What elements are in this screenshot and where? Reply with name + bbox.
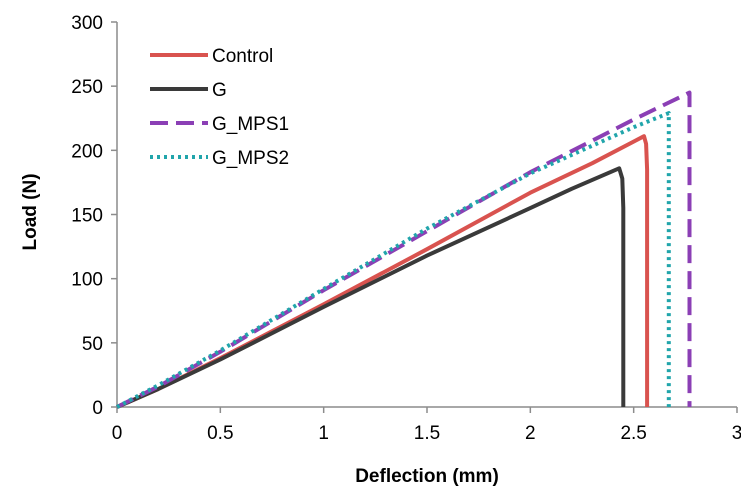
x-axis-title: Deflection (mm) [355, 466, 499, 487]
legend: Control G G_MPS1 G_MPS2 [150, 46, 289, 169]
legend-label: G [212, 80, 227, 101]
series-line-g [116, 166, 626, 409]
axis-ticks: 0 0.5 1 1.5 2 2.5 3 0 50 100 150 200 250 300 [71, 13, 741, 444]
x-tick-label: 1 [318, 423, 329, 444]
x-tick-label: 2.5 [620, 423, 646, 444]
legend-label: G_MPS2 [212, 148, 289, 169]
x-tick-label: 0 [112, 423, 123, 444]
x-tick-label: 1.5 [414, 423, 440, 444]
y-tick-label: 300 [71, 13, 103, 34]
x-tick-label: 3 [732, 423, 741, 444]
legend-label: G_MPS1 [212, 114, 289, 135]
y-tick-label: 250 [71, 77, 103, 98]
series-layer [116, 90, 692, 409]
series-line-g-mps1 [116, 90, 692, 409]
legend-label: Control [212, 46, 273, 67]
y-tick-label: 150 [71, 206, 103, 227]
y-tick-label: 200 [71, 141, 103, 162]
y-tick-label: 100 [71, 270, 103, 291]
axes [116, 22, 737, 408]
series-line-g-mps2 [116, 111, 671, 409]
y-tick-label: 0 [92, 398, 103, 419]
y-axis-title: Load (N) [20, 173, 41, 250]
y-tick-label: 50 [82, 334, 103, 355]
x-tick-label: 2 [525, 423, 536, 444]
x-tick-label: 0.5 [207, 423, 233, 444]
